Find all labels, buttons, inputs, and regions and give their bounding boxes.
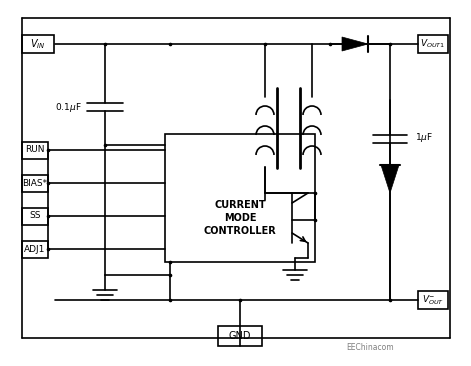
Text: MODE: MODE — [224, 213, 256, 223]
Text: CURRENT: CURRENT — [214, 200, 266, 210]
Text: 0.1$\mu$F: 0.1$\mu$F — [56, 101, 82, 113]
Text: SS: SS — [29, 212, 41, 220]
Text: $V_{OUT1}$: $V_{OUT1}$ — [421, 38, 446, 50]
Bar — [22, 175, 48, 192]
Bar — [22, 142, 48, 159]
Text: 1$\mu$F: 1$\mu$F — [415, 131, 433, 143]
Polygon shape — [381, 165, 399, 193]
Bar — [418, 291, 448, 309]
Text: $V_{OUT}^{-}$: $V_{OUT}^{-}$ — [422, 293, 444, 307]
Text: BIAS*: BIAS* — [23, 179, 48, 187]
Bar — [22, 35, 54, 53]
Bar — [418, 35, 448, 53]
Text: RUN: RUN — [25, 146, 45, 154]
Polygon shape — [342, 37, 368, 51]
Bar — [22, 208, 48, 225]
Bar — [165, 134, 315, 262]
Bar — [22, 241, 48, 258]
Text: EEChinacom: EEChinacom — [346, 344, 394, 352]
Text: ADJ1: ADJ1 — [24, 244, 46, 254]
Text: GND: GND — [229, 331, 251, 341]
Text: $V_{IN}$: $V_{IN}$ — [30, 37, 46, 51]
Bar — [218, 326, 262, 346]
Text: CONTROLLER: CONTROLLER — [203, 226, 276, 236]
